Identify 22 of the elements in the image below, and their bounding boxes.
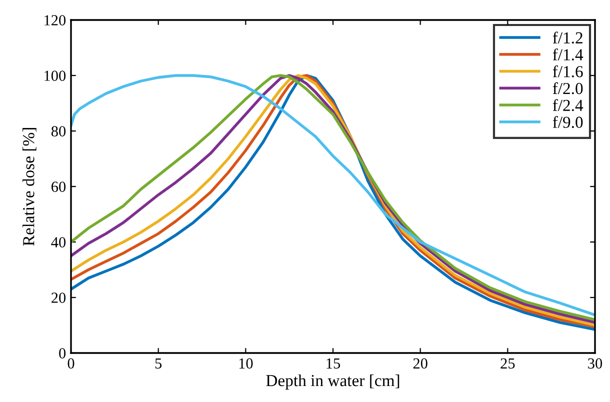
- y-tick-label: 40: [51, 237, 66, 248]
- legend-label: f/2.4: [552, 99, 584, 112]
- legend-label: f/1.6: [552, 65, 583, 78]
- x-tick-label: 5: [155, 358, 162, 369]
- y-tick-label: 100: [44, 70, 66, 81]
- x-tick-label: 10: [239, 358, 253, 369]
- y-tick-label: 80: [51, 126, 66, 136]
- y-tick-label: 60: [52, 182, 66, 192]
- y-tick-label: 0: [59, 348, 66, 358]
- legend-label: f/9.0: [552, 116, 583, 128]
- x-tick-label: 15: [326, 358, 340, 369]
- x-axis-title: Depth in water [cm]: [266, 374, 400, 390]
- y-tick-label: 20: [52, 292, 66, 303]
- legend-label: f/1.4: [552, 48, 584, 60]
- legend-label: f/1.2: [552, 32, 582, 44]
- x-tick-label: 20: [413, 358, 428, 369]
- y-axis-title: Relative dose [%]: [22, 128, 36, 246]
- x-tick-label: 25: [500, 358, 515, 369]
- x-tick-label: 0: [68, 358, 74, 369]
- y-tick-label: 120: [44, 15, 66, 26]
- legend-label: f/2.0: [552, 82, 583, 94]
- x-tick-label: 30: [588, 358, 602, 369]
